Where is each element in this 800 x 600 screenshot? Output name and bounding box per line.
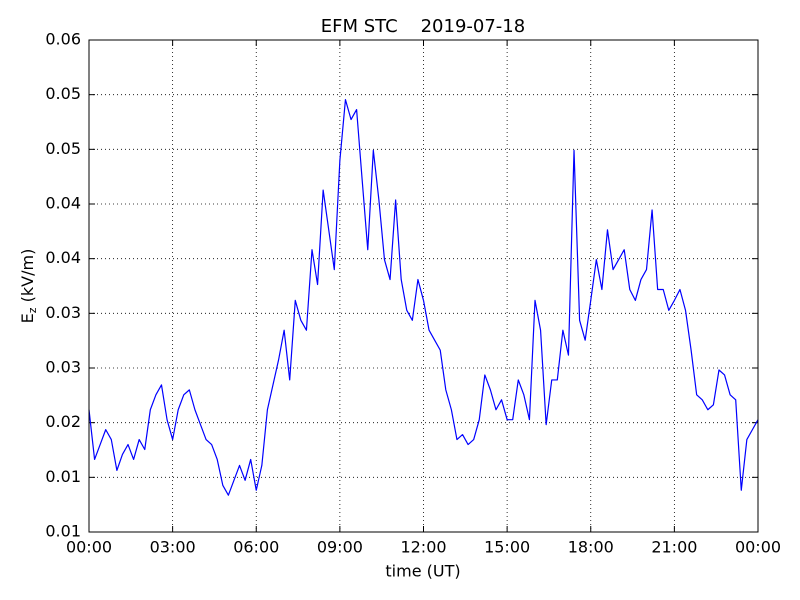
y-tick-label: 0.05 <box>45 139 81 158</box>
y-label-unit: (kV/m) <box>18 249 37 308</box>
data-line <box>88 99 759 496</box>
y-tick-label: 0.03 <box>45 358 81 377</box>
x-axis-label: time (UT) <box>385 562 460 581</box>
y-tick-label: 0.05 <box>45 84 81 103</box>
y-tick-label: 0.04 <box>45 194 81 213</box>
y-label-subscript: z <box>26 307 39 313</box>
y-tick-label: 0.06 <box>45 30 81 49</box>
x-tick-label: 21:00 <box>651 538 697 557</box>
y-axis-label: Ez (kV/m) <box>18 249 40 324</box>
chart-title: EFM STC 2019-07-18 <box>321 16 525 37</box>
y-tick-label: 0.02 <box>45 412 81 431</box>
x-tick-label: 00:00 <box>735 538 781 557</box>
x-tick-label: 18:00 <box>568 538 614 557</box>
plot-frame <box>88 39 759 533</box>
x-tick-label: 12:00 <box>400 538 446 557</box>
x-tick-label: 09:00 <box>317 538 363 557</box>
y-tick-label: 0.04 <box>45 248 81 267</box>
y-tick-label: 0.03 <box>45 303 81 322</box>
x-tick-label: 03:00 <box>150 538 196 557</box>
y-tick-label: 0.01 <box>45 522 81 541</box>
x-tick-label: 06:00 <box>233 538 279 557</box>
x-tick-label: 00:00 <box>66 538 112 557</box>
y-tick-label: 0.01 <box>45 467 81 486</box>
x-tick-label: 15:00 <box>484 538 530 557</box>
y-label-symbol: E <box>18 313 37 323</box>
